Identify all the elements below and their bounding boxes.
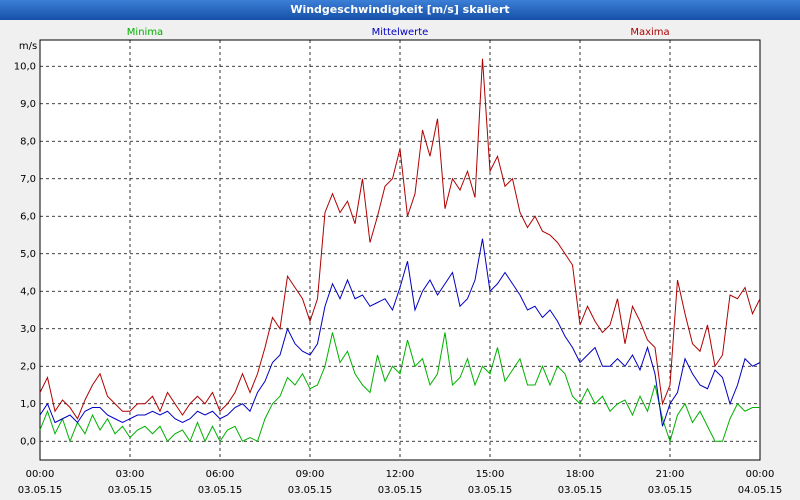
chart-title: Windgeschwindigkeit [m/s] skaliert — [290, 3, 509, 16]
y-tick-label: 5,0 — [20, 249, 36, 260]
y-tick-label: 0,0 — [20, 436, 36, 447]
y-tick-label: 4,0 — [20, 286, 36, 297]
x-tick-label: 00:00 — [746, 469, 775, 480]
y-tick-label: 3,0 — [20, 324, 36, 335]
y-tick-label: 2,0 — [20, 361, 36, 372]
x-tick-date: 03.05.15 — [18, 485, 63, 496]
x-tick-date: 04.05.15 — [738, 485, 783, 496]
y-tick-label: 7,0 — [20, 174, 36, 185]
x-tick-date: 03.05.15 — [558, 485, 603, 496]
data-line — [39, 58, 761, 420]
y-tick-label: 9,0 — [20, 99, 36, 110]
x-tick-date: 03.05.15 — [288, 485, 333, 496]
y-tick-label: 10,0 — [14, 61, 36, 72]
x-tick-date: 03.05.15 — [198, 485, 243, 496]
x-tick-date: 03.05.15 — [648, 485, 693, 496]
legend-entry: Minima — [127, 27, 163, 38]
y-tick-label: 1,0 — [20, 399, 36, 410]
x-tick-date: 03.05.15 — [468, 485, 513, 496]
title-bar — [0, 0, 800, 20]
y-tick-label: 8,0 — [20, 136, 36, 147]
x-tick-label: 12:00 — [386, 469, 415, 480]
x-tick-label: 00:00 — [26, 469, 55, 480]
y-tick-label: 6,0 — [20, 211, 36, 222]
x-tick-label: 03:00 — [116, 469, 145, 480]
x-tick-date: 03.05.15 — [108, 485, 153, 496]
x-tick-label: 06:00 — [206, 469, 235, 480]
data-line — [39, 332, 760, 443]
x-tick-date: 03.05.15 — [378, 485, 423, 496]
x-tick-label: 18:00 — [566, 469, 595, 480]
x-tick-label: 09:00 — [296, 469, 325, 480]
x-tick-label: 21:00 — [656, 469, 685, 480]
legend-entry: Mittelwerte — [372, 27, 429, 38]
y-axis-label: m/s — [19, 41, 37, 52]
legend-entry: Maxima — [630, 27, 669, 38]
data-line — [39, 238, 761, 427]
x-tick-label: 15:00 — [476, 469, 505, 480]
